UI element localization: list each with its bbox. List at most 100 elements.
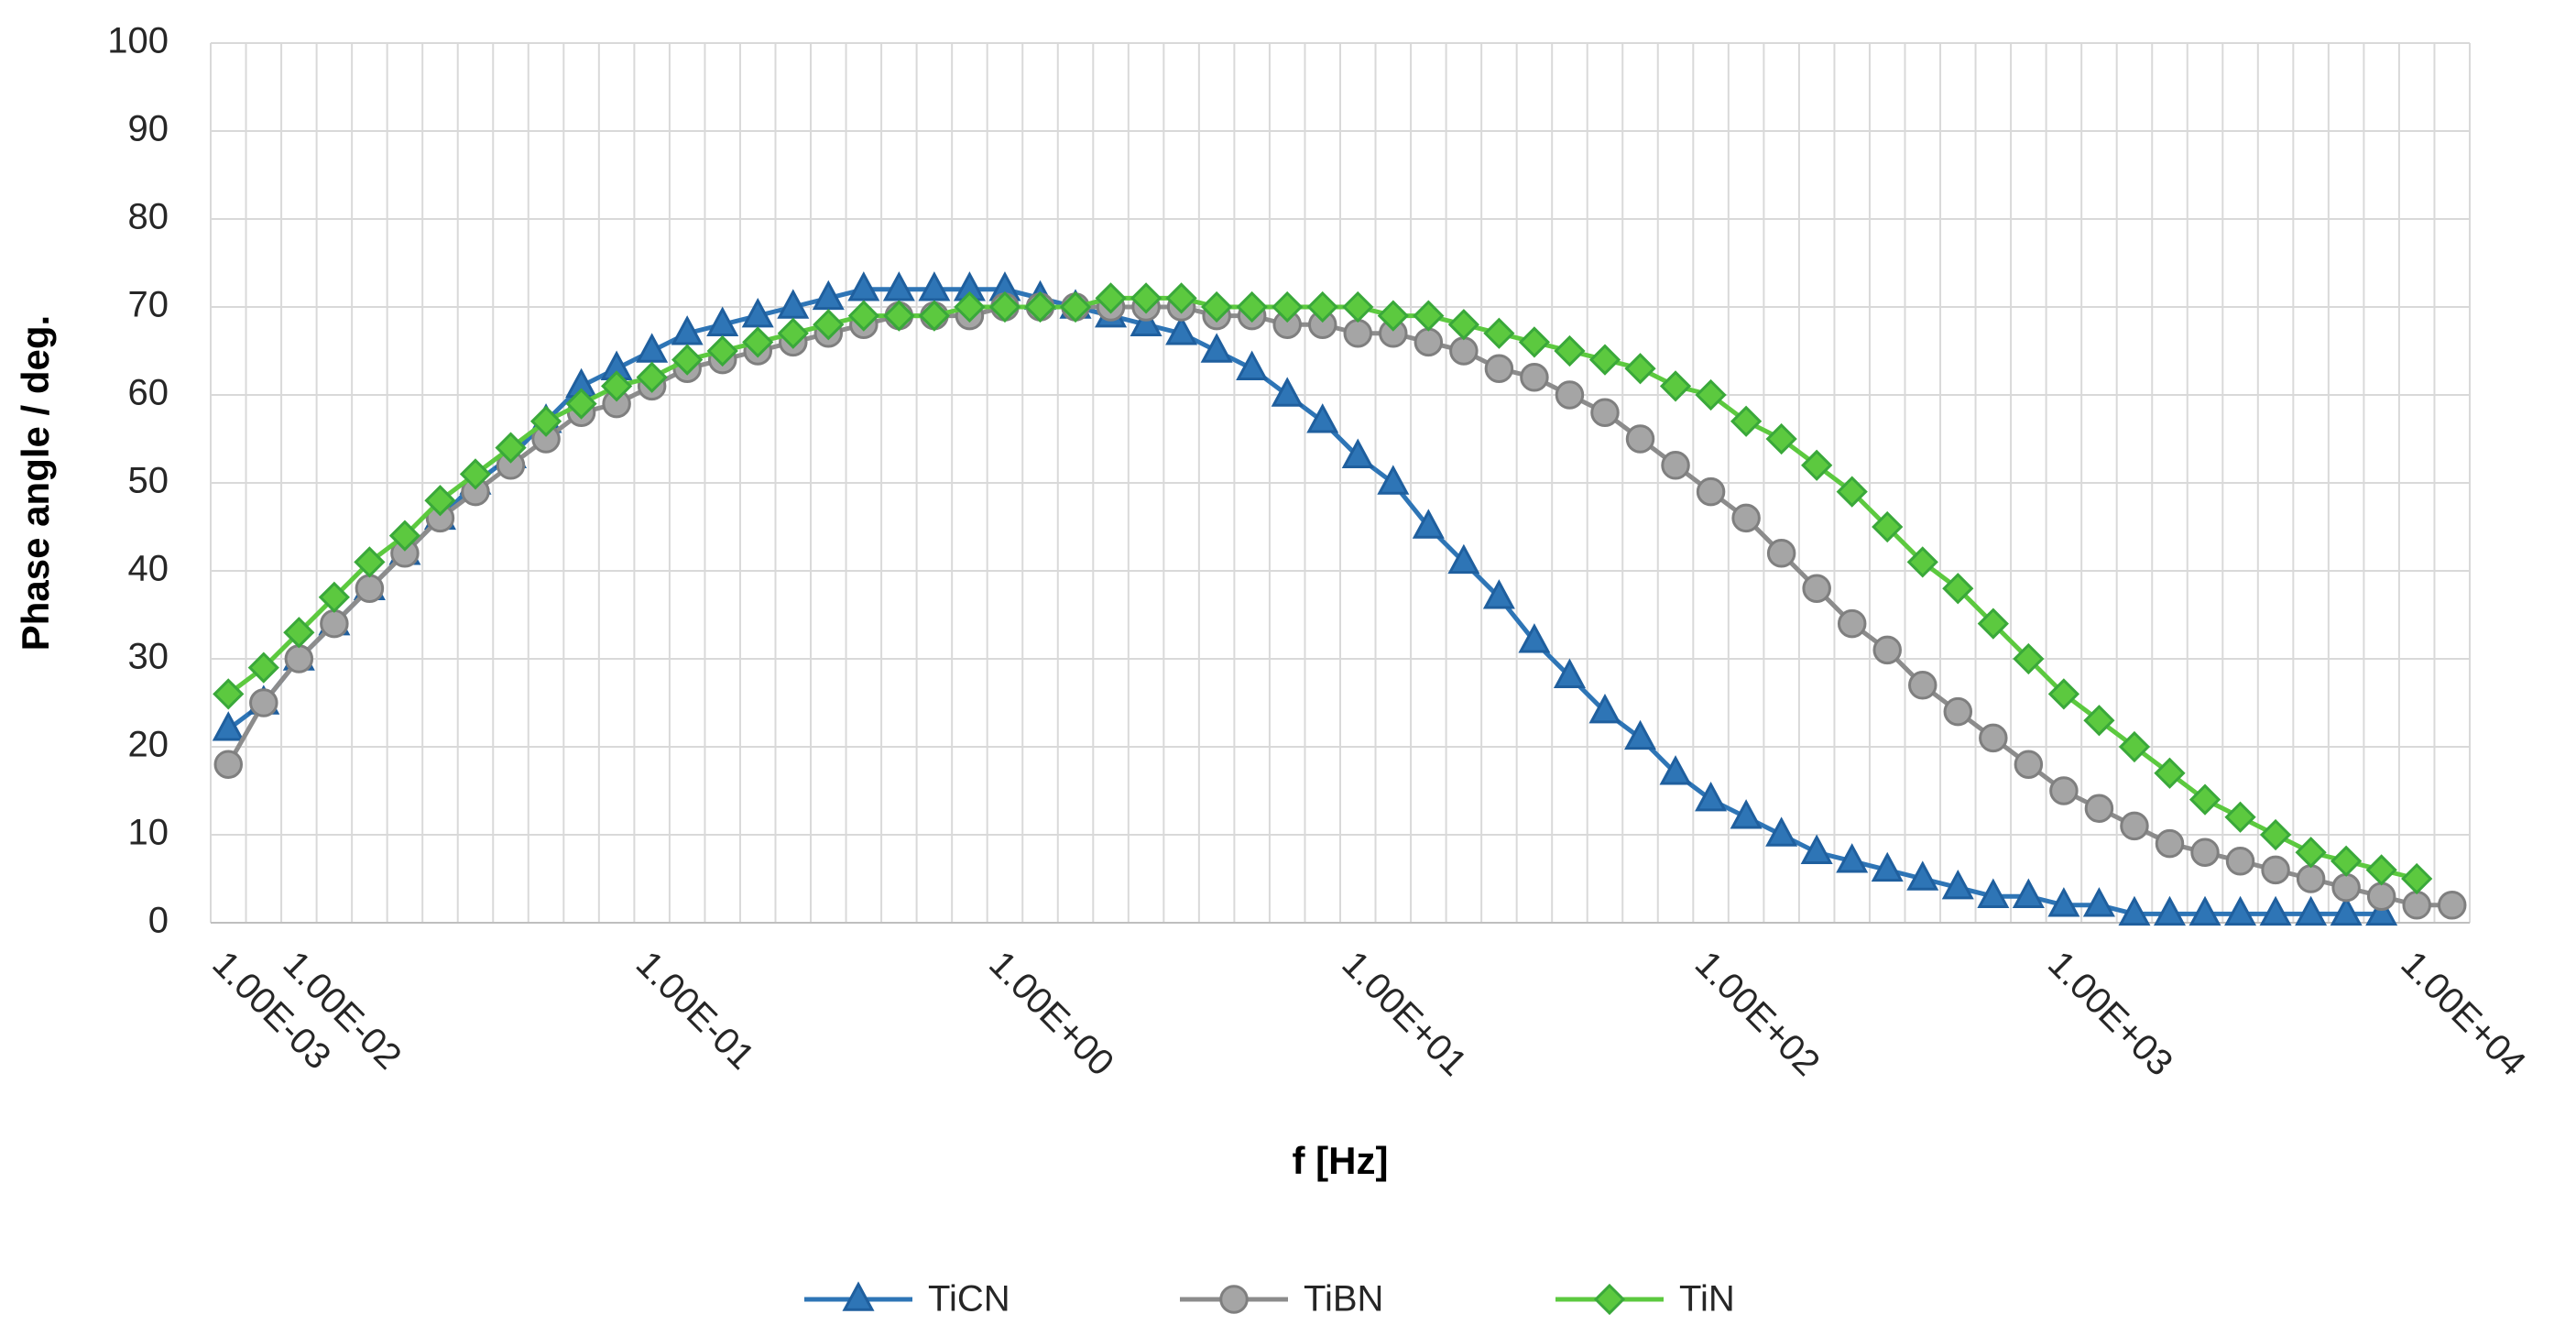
marker (1554, 334, 1586, 367)
marker (1977, 878, 2010, 908)
marker (1941, 869, 1974, 900)
marker (2153, 895, 2187, 926)
marker (1593, 1283, 1626, 1316)
series (212, 271, 2398, 926)
marker (565, 388, 597, 420)
marker (2365, 854, 2397, 886)
marker (1590, 398, 1620, 427)
marker (1802, 574, 1831, 603)
marker (842, 1281, 875, 1311)
marker (1520, 363, 1549, 392)
marker (2295, 837, 2327, 869)
marker (2437, 891, 2467, 920)
marker (954, 290, 986, 323)
marker (1095, 282, 1127, 314)
marker (2120, 811, 2149, 841)
marker (1730, 799, 1763, 829)
marker (1836, 843, 1869, 873)
marker (1024, 290, 1056, 323)
marker (2012, 878, 2045, 908)
marker (2366, 882, 2396, 911)
marker (1696, 476, 1726, 507)
marker (2261, 855, 2290, 885)
marker (1484, 354, 1514, 383)
y-tick-label: 80 (128, 197, 169, 237)
marker (671, 344, 704, 376)
marker (1555, 380, 1585, 410)
marker (813, 309, 845, 341)
marker (247, 652, 279, 684)
marker (2118, 730, 2151, 763)
marker (812, 279, 845, 311)
legend-label: TiBN (1304, 1279, 1383, 1320)
marker (1518, 623, 1551, 653)
x-tick-label: 1.00E+00 (981, 944, 1121, 1084)
marker (1661, 451, 1690, 480)
marker (1836, 476, 1868, 508)
marker (1412, 509, 1445, 539)
marker (2154, 757, 2186, 789)
marker (1483, 317, 1515, 349)
marker (1906, 860, 1939, 891)
marker (1413, 300, 1445, 332)
series-line (226, 295, 2418, 882)
marker (1659, 755, 1692, 785)
marker (882, 271, 915, 301)
marker (671, 315, 704, 345)
marker (1272, 290, 1304, 323)
marker (2082, 887, 2115, 917)
marker (2013, 642, 2045, 675)
marker (1872, 635, 1902, 665)
marker (1130, 306, 1162, 336)
marker (1977, 608, 2009, 640)
marker (1624, 353, 1656, 385)
marker (1906, 546, 1938, 578)
marker (213, 678, 245, 710)
marker (2401, 862, 2433, 895)
marker (212, 711, 245, 741)
marker (2259, 818, 2292, 851)
marker (1447, 309, 1479, 341)
marker (918, 271, 951, 301)
marker (424, 485, 456, 517)
marker (2365, 895, 2398, 926)
marker (1695, 781, 1728, 812)
marker (1800, 834, 1833, 864)
x-tick-label: 1.00E-01 (628, 944, 762, 1078)
y-axis-title: Phase angle / deg. (14, 315, 57, 651)
marker (2189, 895, 2221, 926)
marker (706, 334, 738, 367)
marker (355, 574, 385, 603)
marker (249, 688, 278, 717)
y-tick-label: 50 (128, 461, 169, 501)
marker (318, 581, 350, 613)
marker (1482, 579, 1515, 609)
marker (988, 290, 1021, 323)
y-tick-label: 30 (128, 637, 169, 677)
marker (2190, 838, 2220, 867)
marker (1623, 719, 1657, 750)
marker (459, 458, 492, 490)
marker (600, 370, 633, 402)
series-line (226, 304, 2452, 908)
marker (2296, 864, 2326, 893)
y-tick-label: 10 (128, 813, 169, 853)
marker (1871, 851, 1904, 882)
marker (2155, 828, 2185, 859)
y-tick-label: 70 (128, 285, 169, 325)
marker (1219, 1285, 1249, 1314)
marker (1943, 696, 1973, 727)
marker (1165, 282, 1197, 314)
marker (1766, 539, 1796, 568)
marker (1553, 658, 1586, 688)
marker (2402, 891, 2431, 920)
y-tick-label: 20 (128, 725, 169, 765)
marker (1979, 723, 2008, 753)
marker (1765, 816, 1798, 847)
marker (1625, 424, 1655, 454)
marker (2295, 895, 2328, 926)
marker (2084, 794, 2114, 823)
marker (2189, 783, 2221, 816)
x-tick-label: 1.00E+03 (2040, 944, 2180, 1084)
